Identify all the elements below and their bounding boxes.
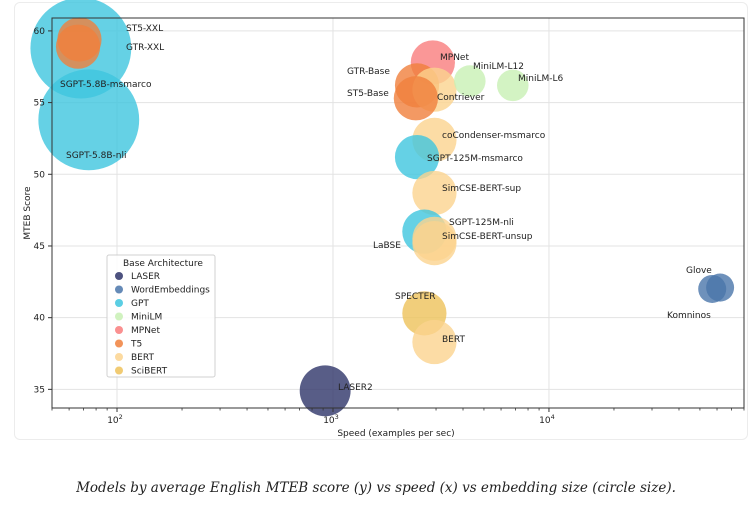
legend-entry-label: SciBERT [131, 367, 168, 377]
point-label: SGPT-125M-msmarco [427, 154, 523, 164]
mteb-scatter-chart: 35 40 45 50 55 60 102 103 104 ST5-XXL GTR-XXL SGPT… [23, 0, 745, 439]
bubble-simcse-bert-sup [412, 170, 457, 216]
bubble-sgpt-125m-msmarco [394, 134, 440, 180]
bubble-st5-base [393, 76, 438, 121]
x-tick-label: 102 [107, 413, 123, 426]
bubble-gtr-xxl [55, 24, 101, 69]
legend-swatch-gpt [115, 299, 123, 307]
point-label: coCondenser-msmarco [442, 131, 546, 141]
legend-swatch-mpnet [115, 326, 123, 334]
legend-entry-label: WordEmbeddings [131, 286, 210, 296]
legend-entry-label: MPNet [131, 326, 160, 336]
y-tick-label: 50 [34, 170, 46, 180]
legend-swatch-bert [115, 353, 123, 361]
figure-caption: Models by average English MTEB score (y)… [76, 480, 676, 496]
y-tick-label: 40 [34, 314, 46, 324]
point-label: ST5-Base [347, 89, 389, 99]
legend-entry-label: MiniLM [131, 313, 162, 323]
point-label: MiniLM-L6 [518, 74, 564, 84]
legend-entry-label: LASER [131, 272, 160, 282]
point-label: SGPT-5.8B-msmarco [60, 80, 152, 90]
point-label: LASER2 [338, 383, 373, 393]
y-tick-label: 35 [34, 385, 45, 395]
legend-swatch-wordembeddings [115, 285, 123, 294]
y-tick-label: 55 [34, 99, 45, 109]
bubble-labse [412, 220, 457, 266]
x-tick-label: 103 [323, 413, 339, 426]
point-label: LaBSE [373, 241, 401, 251]
point-label: BERT [442, 335, 465, 345]
point-label: SPECTER [395, 292, 436, 302]
legend-swatch-scibert [115, 366, 123, 375]
x-tick-label: 104 [539, 413, 555, 426]
bubble-laser2 [299, 365, 351, 417]
legend-entry-label: BERT [131, 353, 154, 363]
bubble-minilm-l6 [497, 69, 529, 102]
bubble-sgpt-5-8b-nli [38, 69, 140, 171]
legend-entry-label: T5 [130, 340, 142, 350]
legend-entry-label: GPT [131, 299, 149, 309]
legend-swatch-minilm [115, 312, 123, 321]
point-label: Contriever [437, 93, 485, 103]
bubble-minilm-l12 [454, 65, 486, 97]
y-tick-label: 60 [34, 27, 46, 37]
point-label: Komninos [667, 311, 711, 321]
point-label: ST5-XXL [126, 24, 163, 34]
bubbles [30, 0, 735, 417]
point-label: Glove [686, 266, 712, 276]
bubble-bert [412, 319, 457, 365]
axis-ticks: 35 40 45 50 55 60 102 103 104 [34, 27, 745, 426]
point-label: SimCSE-BERT-unsup [442, 232, 533, 242]
point-label: SimCSE-BERT-sup [442, 184, 521, 194]
point-labels: ST5-XXL GTR-XXL SGPT-5.8B-msmarco SGPT-5.8B… [60, 24, 712, 393]
point-label: GTR-Base [347, 67, 390, 77]
point-label: MiniLM-L12 [473, 62, 524, 72]
legend-swatch-laser [115, 272, 123, 280]
point-label: SGPT-125M-nli [449, 218, 514, 228]
bubble-komninos [698, 274, 727, 303]
legend-swatch-t5 [115, 339, 123, 348]
legend: Base Architecture LASER WordEmbeddings GPT… [106, 254, 216, 378]
point-label: MPNet [440, 53, 469, 63]
point-label: SGPT-5.8B-nli [66, 151, 126, 161]
x-axis-title: Speed (examples per sec) [337, 429, 454, 439]
legend-box [106, 254, 216, 378]
y-tick-label: 45 [34, 242, 45, 252]
point-label: GTR-XXL [126, 43, 164, 53]
y-axis-title: MTEB Score [23, 186, 33, 240]
legend-title: Base Architecture [123, 259, 203, 269]
